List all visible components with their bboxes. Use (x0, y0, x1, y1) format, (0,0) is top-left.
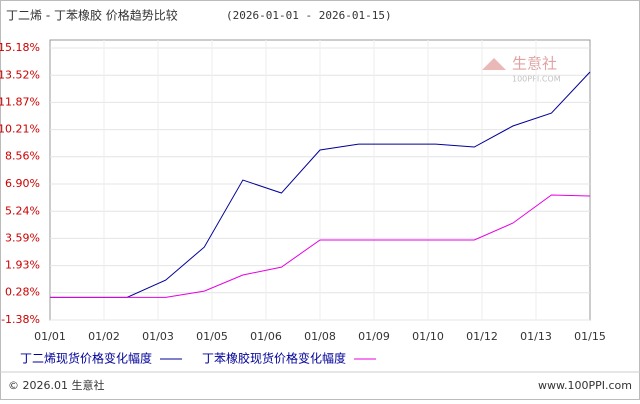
x-tick-label: 01/10 (412, 330, 444, 343)
x-tick-label: 01/02 (88, 330, 120, 343)
y-tick-label: 13.52% (0, 68, 40, 81)
y-tick-label: -1.38% (1, 313, 40, 326)
y-tick-label: 10.21% (0, 123, 40, 136)
y-tick-label: 6.90% (5, 177, 40, 190)
series-line (50, 71, 591, 298)
y-tick-label: 0.28% (5, 286, 40, 299)
x-tick-label: 01/13 (520, 330, 552, 343)
logo-icon (482, 58, 506, 70)
legend-label: 丁苯橡胶现货价格变化幅度 (202, 351, 346, 366)
footer-right: www.100PPI.com (538, 379, 632, 392)
y-tick-label: 5.24% (5, 204, 40, 217)
series-line (50, 194, 591, 298)
x-tick-label: 01/15 (574, 330, 606, 343)
x-tick-label: 01/05 (196, 330, 228, 343)
x-tick-label: 01/08 (304, 330, 336, 343)
y-tick-label: 1.93% (5, 259, 40, 272)
y-tick-label: 3.59% (5, 231, 40, 244)
logo-name: 生意社 (512, 55, 557, 73)
y-tick-label: 8.56% (5, 150, 40, 163)
x-tick-label: 01/03 (142, 330, 174, 343)
chart-title: 丁二烯 - 丁苯橡胶 价格趋势比较 (6, 8, 178, 23)
chart-subtitle: (2026-01-01 - 2026-01-15) (226, 9, 392, 22)
y-tick-label: 15.18% (0, 41, 40, 54)
x-tick-label: 01/09 (358, 330, 390, 343)
x-tick-label: 01/06 (250, 330, 282, 343)
footer-left: © 2026.01 生意社 (8, 378, 104, 392)
y-tick-label: 11.87% (0, 95, 40, 108)
x-tick-label: 01/12 (466, 330, 498, 343)
legend-label: 丁二烯现货价格变化幅度 (20, 351, 152, 366)
x-tick-label: 01/01 (34, 330, 66, 343)
